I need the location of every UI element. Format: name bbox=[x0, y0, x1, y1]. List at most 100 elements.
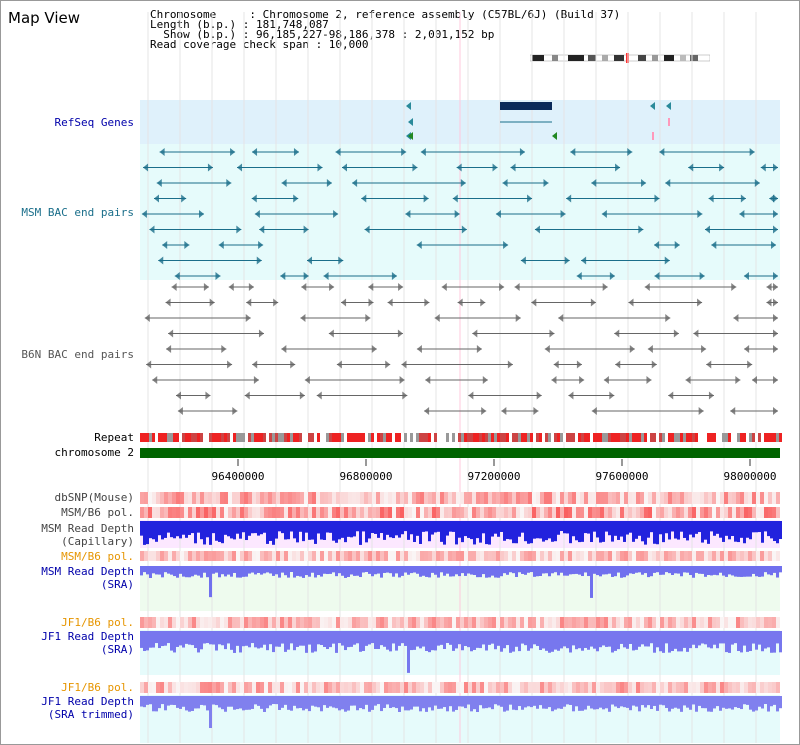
msm-depth-capillary bbox=[257, 521, 260, 536]
msm-depth-capillary bbox=[521, 521, 524, 533]
jf1-b6-pol-heat-2 bbox=[372, 682, 376, 693]
b6n-bac-end bbox=[551, 376, 557, 384]
b6n-bac-end bbox=[591, 407, 597, 415]
jf1-depth-sra bbox=[659, 631, 662, 652]
jf1-depth-sra bbox=[260, 631, 263, 648]
msm-b6-pol-heat-2 bbox=[300, 551, 304, 561]
jf1-b6-pol-heat-2 bbox=[284, 682, 288, 693]
msm-b6-pol-heat bbox=[188, 507, 192, 518]
msm-b6-pol-heat-2 bbox=[648, 551, 652, 561]
jf1-depth-trim bbox=[644, 696, 647, 708]
jf1-b6-pol-heat-2 bbox=[736, 682, 740, 693]
msm-depth-sra bbox=[524, 566, 527, 575]
msm-b6-pol-heat bbox=[660, 507, 664, 518]
jf1-b6-pol-heat-2 bbox=[740, 682, 744, 693]
jf1-depth-trim bbox=[317, 696, 320, 708]
msm-b6-pol-heat-2 bbox=[424, 551, 428, 561]
msm-b6-pol-heat-2 bbox=[204, 551, 208, 561]
jf1-depth-trim bbox=[536, 696, 539, 709]
jf1-depth-trim bbox=[671, 696, 674, 709]
msm-b6-pol-heat bbox=[320, 507, 324, 518]
jf1-depth-trim bbox=[401, 696, 404, 707]
msm-b6-pol-heat bbox=[356, 507, 360, 518]
msm-depth-sra bbox=[716, 566, 719, 576]
dbsnp-heat bbox=[588, 492, 592, 504]
jf1-depth-sra bbox=[233, 631, 236, 653]
jf1-depth-sra bbox=[776, 631, 779, 644]
msm-b6-pol-heat-2 bbox=[464, 551, 468, 561]
jf1-depth-trim bbox=[254, 696, 257, 705]
repeat-segment bbox=[677, 433, 680, 442]
jf1-b6-pol-heat bbox=[492, 617, 496, 628]
msm-depth-sra bbox=[383, 566, 386, 573]
repeat-label: Repeat bbox=[94, 431, 134, 444]
refseq-genes-label[interactable]: RefSeq Genes bbox=[54, 116, 134, 129]
jf1-depth-sra bbox=[641, 631, 644, 645]
msm-bac-end-pairs-label[interactable]: MSM BAC end pairs bbox=[21, 206, 134, 219]
repeat-segment bbox=[758, 433, 761, 442]
msm-b6-pol-heat bbox=[400, 507, 404, 518]
b6n-bac-end bbox=[735, 376, 741, 384]
dbsnp-heat bbox=[232, 492, 236, 504]
jf1-depth-sra bbox=[500, 631, 503, 652]
msm-b6-pol-heat-2 bbox=[460, 551, 464, 561]
msm-bac-end bbox=[773, 210, 778, 218]
msm-b6-pol-heat-2 bbox=[632, 551, 636, 561]
msm-bac-end bbox=[303, 225, 309, 234]
dbsnp-heat bbox=[364, 492, 368, 504]
msm-depth-capillary bbox=[542, 521, 545, 542]
b6n-bac-end-pairs-label[interactable]: B6N BAC end pairs bbox=[21, 348, 134, 361]
jf1-b6-pol-heat-2 bbox=[140, 682, 144, 693]
msm-b6-pol-heat bbox=[552, 507, 556, 518]
jf1-b6-pol-heat-2 bbox=[288, 682, 292, 693]
b6n-bac-end bbox=[457, 298, 463, 307]
repeat-segment bbox=[278, 433, 281, 442]
jf1-b6-pol-heat-2 bbox=[696, 682, 700, 693]
jf1-b6-pol-heat bbox=[668, 617, 672, 628]
jf1-depth-sra bbox=[191, 631, 194, 646]
jf1-b6-pol-heat-2 bbox=[144, 682, 148, 693]
repeat-segment bbox=[236, 433, 239, 442]
dbsnp-heat bbox=[500, 492, 504, 504]
msm-depth-capillary bbox=[191, 521, 194, 534]
dbsnp-heat bbox=[264, 492, 268, 504]
jf1-b6-pol-heat-2 bbox=[184, 682, 188, 693]
jf1-b6-pol-heat bbox=[568, 617, 572, 628]
repeat-segment bbox=[389, 433, 392, 442]
jf1-b6-pol-heat-2 bbox=[572, 682, 576, 693]
jf1-b6-pol-heat bbox=[204, 617, 208, 628]
jf1-depth-sra bbox=[761, 631, 764, 652]
jf1-b6-pol-heat-2 bbox=[532, 682, 536, 693]
jf1-depth-sra bbox=[779, 631, 782, 653]
msm-depth-capillary bbox=[251, 521, 254, 534]
jf1-depth-trim bbox=[626, 696, 629, 708]
jf1-depth-sra bbox=[377, 631, 380, 650]
b6n-bac-end bbox=[177, 407, 183, 415]
jf1-b6-pol-heat bbox=[308, 617, 312, 628]
jf1-depth-sra bbox=[668, 631, 671, 653]
msm-depth-capillary bbox=[485, 521, 488, 545]
dbsnp-heat bbox=[696, 492, 700, 504]
dbsnp-heat bbox=[604, 492, 608, 504]
msm-b6-pol-heat-2 bbox=[640, 551, 644, 561]
b6n-bac-end bbox=[697, 298, 703, 307]
repeat-segment bbox=[770, 433, 773, 442]
msm-bac-end bbox=[654, 194, 660, 203]
repeat-segment bbox=[518, 433, 521, 442]
msm-b6-pol-heat bbox=[688, 507, 692, 518]
msm-depth-capillary bbox=[461, 521, 464, 543]
dbsnp-heat bbox=[508, 492, 512, 504]
jf1-depth-sra bbox=[176, 631, 179, 647]
msm-b6-pol-heat bbox=[548, 507, 552, 518]
msm-depth-sra bbox=[752, 566, 755, 574]
msm-b6-pol-heat-2 bbox=[508, 551, 512, 561]
jf1-b6-pol-heat bbox=[416, 617, 420, 628]
dbsnp-heat bbox=[576, 492, 580, 504]
jf1-b6-pol-heat-2 bbox=[612, 682, 616, 693]
jf1-b6-pol-heat-2 bbox=[600, 682, 604, 693]
jf1-depth-trim bbox=[272, 696, 275, 705]
jf1-depth-trim bbox=[548, 696, 551, 708]
repeat-segment bbox=[218, 433, 221, 442]
jf1-b6-pol-heat bbox=[648, 617, 652, 628]
jf1-b6-pol-heat bbox=[196, 617, 200, 628]
